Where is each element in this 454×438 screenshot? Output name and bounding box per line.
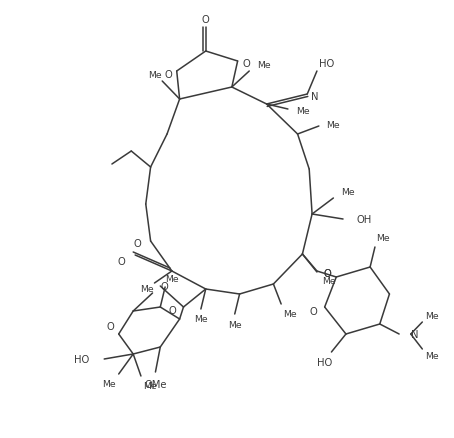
Text: Me: Me [143, 381, 157, 391]
Text: O: O [160, 281, 168, 291]
Text: HO: HO [317, 357, 332, 367]
Text: O: O [242, 59, 250, 69]
Text: HO: HO [74, 354, 90, 364]
Text: Me: Me [102, 380, 116, 389]
Text: OH: OH [356, 215, 372, 225]
Text: O: O [324, 268, 331, 279]
Text: O: O [324, 268, 331, 279]
Text: Me: Me [376, 234, 390, 243]
Text: O: O [168, 305, 176, 315]
Text: O: O [164, 70, 172, 80]
Text: Me: Me [425, 352, 439, 360]
Text: Me: Me [194, 315, 207, 324]
Text: Me: Me [326, 120, 340, 129]
Text: Me: Me [228, 320, 242, 329]
Text: Me: Me [341, 188, 355, 197]
Text: Me: Me [425, 312, 439, 321]
Text: O: O [309, 306, 317, 316]
Text: HO: HO [319, 59, 334, 69]
Text: Me: Me [322, 276, 336, 285]
Text: Me: Me [165, 274, 179, 283]
Text: O: O [202, 15, 210, 25]
Text: O: O [106, 321, 114, 331]
Text: Me: Me [296, 107, 309, 116]
Text: Me: Me [257, 61, 271, 71]
Text: N: N [411, 329, 418, 339]
Text: Me: Me [148, 71, 161, 80]
Text: Me: Me [140, 285, 153, 294]
Text: Me: Me [283, 310, 297, 319]
Text: O: O [118, 256, 125, 266]
Text: OMe: OMe [144, 379, 167, 389]
Text: N: N [311, 92, 319, 102]
Text: O: O [133, 238, 141, 248]
